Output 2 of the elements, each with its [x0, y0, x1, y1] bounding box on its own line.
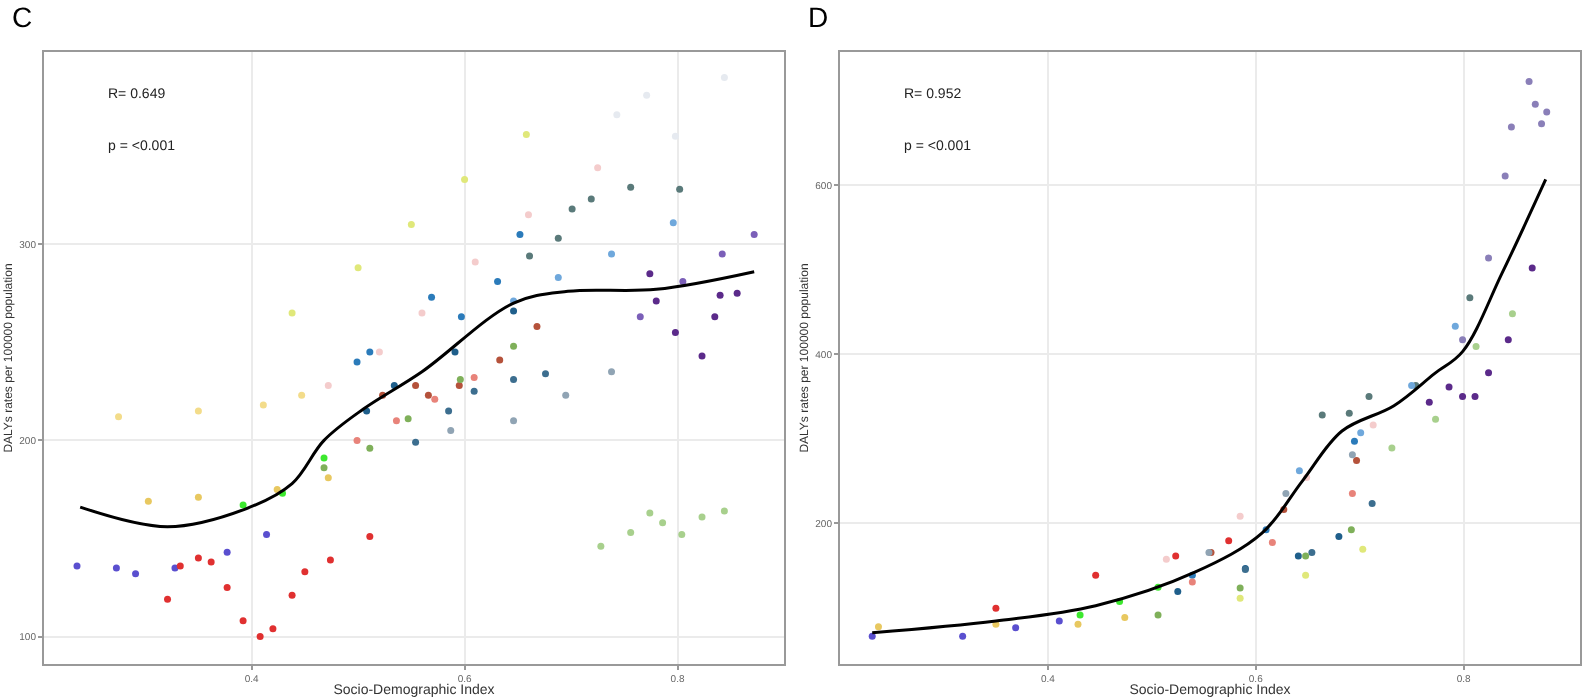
chart-title: C [11, 0, 33, 33]
chart-title: D [807, 0, 829, 33]
